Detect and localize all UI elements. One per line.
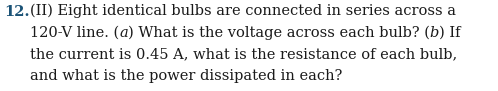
Text: 12.: 12. xyxy=(4,4,29,18)
Text: 120-V line. (: 120-V line. ( xyxy=(30,26,119,40)
Text: ) What is the voltage across each bulb? (: ) What is the voltage across each bulb? … xyxy=(128,26,430,40)
Text: (II) Eight identical bulbs are connected in series across a: (II) Eight identical bulbs are connected… xyxy=(30,4,456,18)
Text: and what is the power dissipated in each?: and what is the power dissipated in each… xyxy=(30,69,342,83)
Text: a: a xyxy=(119,26,128,40)
Text: ) If: ) If xyxy=(439,26,461,40)
Text: b: b xyxy=(430,26,439,40)
Text: the current is 0.45 A, what is the resistance of each bulb,: the current is 0.45 A, what is the resis… xyxy=(30,48,457,62)
